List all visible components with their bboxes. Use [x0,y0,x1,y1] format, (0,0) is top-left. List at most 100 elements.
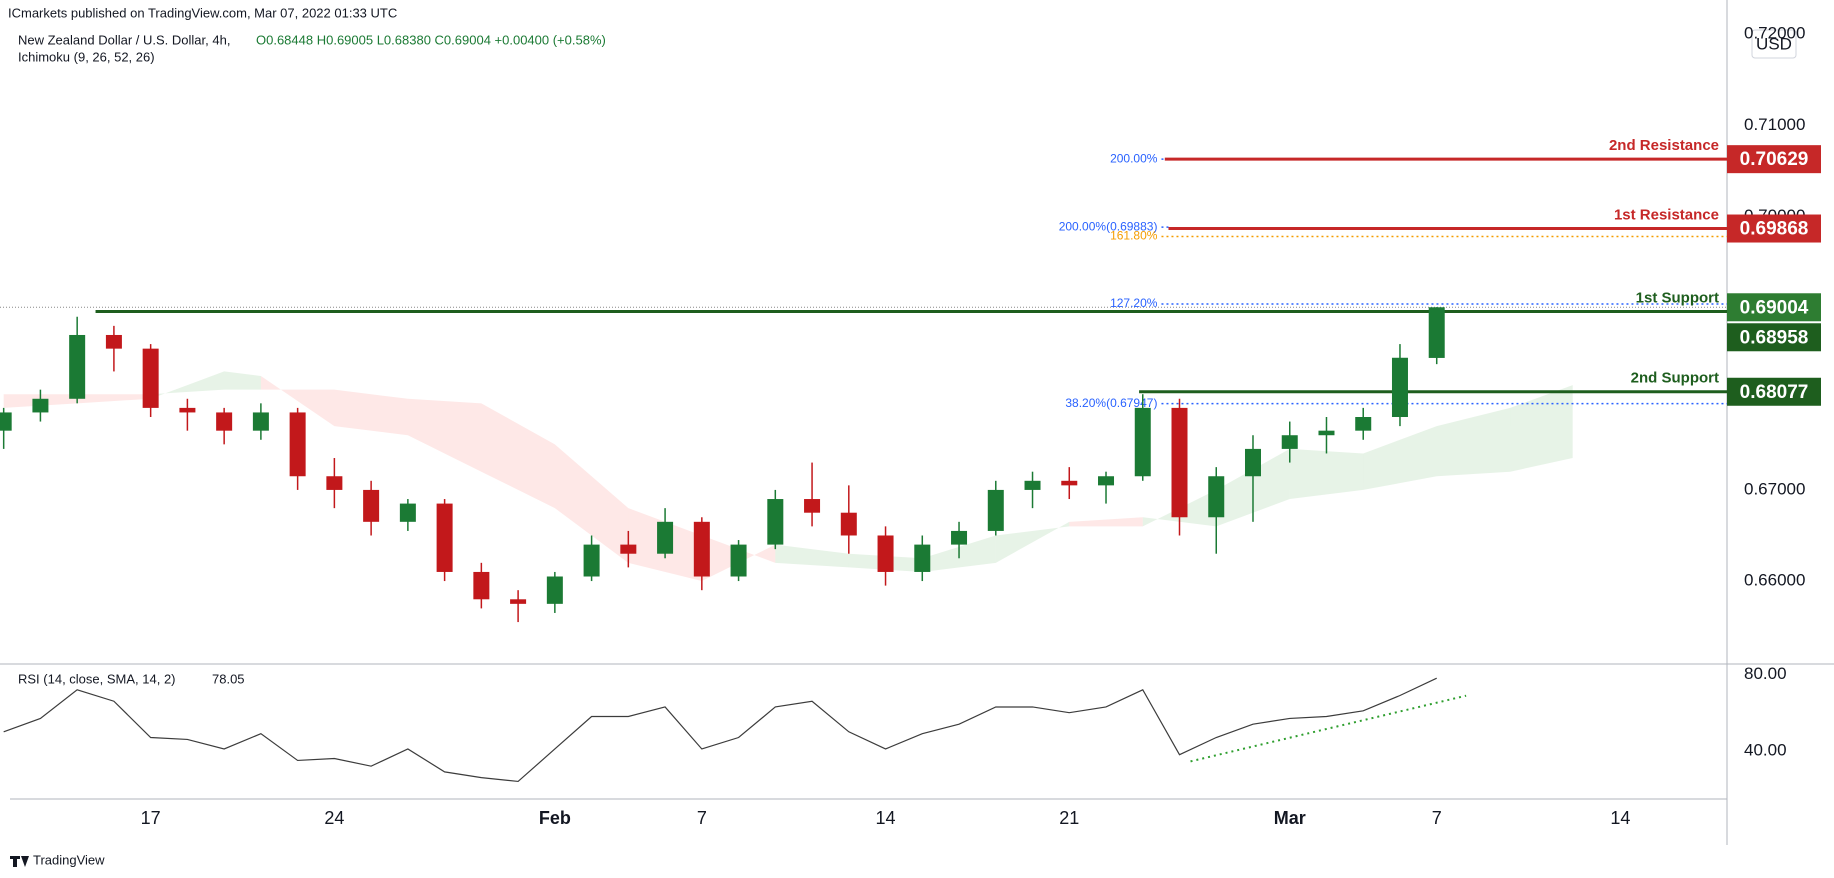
candle-body [179,407,196,413]
tv-logo [10,856,29,867]
price-label-box [1727,323,1821,352]
ohlc: O0.68448 H0.69005 L0.68380 C0.69004 +0.0… [256,32,606,47]
ichimoku-cloud [554,444,629,563]
rsi-title: RSI (14, close, SMA, 14, 2) [18,671,176,686]
candle-body [987,489,1004,531]
price-label: 0.69868 [1740,219,1809,240]
candle-body [1355,417,1372,431]
level-name: 1st Resistance [1614,206,1719,223]
candle-body [840,512,857,536]
ichimoku-cloud [481,403,555,509]
candle-body [1391,357,1408,418]
candle-body [32,398,49,413]
candle-body [914,544,931,572]
candle-body [767,499,784,545]
symbol: New Zealand Dollar / U.S. Dollar, 4h, [18,32,230,47]
candle-body [0,412,12,431]
y-tick-label: 0.67000 [1744,479,1805,498]
candle-body [1061,480,1078,486]
currency: USD [1756,34,1792,53]
x-tick-label: 21 [1059,808,1079,828]
fib-label: 200.00%(0.69883) [1059,219,1158,233]
level-name: 2nd Support [1631,370,1719,387]
candle-body [1281,435,1298,449]
candle-body [1134,407,1151,477]
candle-body [436,503,453,572]
candle-body [1318,430,1335,436]
indicator: Ichimoku (9, 26, 52, 26) [18,49,155,64]
candle-body [657,521,674,554]
currency-box[interactable] [1751,29,1797,59]
candle-body [620,544,637,554]
ichimoku-cloud [1142,489,1217,527]
ichimoku-cloud [77,394,151,404]
footer-brand: TradingView [33,852,105,867]
price-label-box [1727,214,1821,243]
ichimoku-cloud [1363,426,1437,490]
candle-body [69,334,86,399]
fib-label: 161.80% [1110,229,1158,243]
candle-body [105,334,122,349]
x-tick-label: Feb [539,808,571,828]
publisher: ICmarkets published on TradingView.com, … [8,5,397,20]
price-label-box [1727,377,1821,406]
candle-body [1208,476,1225,518]
candle-body [1024,480,1041,490]
ichimoku-cloud [334,389,408,436]
rsi-trendline [1190,694,1467,763]
ichimoku-cloud [775,544,849,568]
candle-body [693,521,710,577]
x-tick-label: Mar [1274,808,1306,828]
candle-body [399,503,416,522]
candle-body [510,599,527,604]
x-tick-label: 7 [697,808,707,828]
ichimoku-cloud [1289,448,1364,500]
candle-body [546,576,563,604]
level-name: 2nd Resistance [1609,137,1719,154]
fib-label: 200.00% [1110,151,1158,165]
candle-body [583,544,600,577]
candle-body [289,412,306,477]
price-label: 0.69004 [1740,297,1809,318]
x-tick-label: 7 [1432,808,1442,828]
ichimoku-cloud [150,371,225,399]
candle-body [1244,448,1261,477]
price-label: 0.68958 [1740,327,1809,348]
candle-body [804,499,821,513]
y-tick-label: 0.72000 [1744,24,1805,43]
candle-body [1098,476,1115,486]
rsi-current: 78.05 [212,671,245,686]
level-name: 1st Support [1636,289,1719,306]
y-tick-label: 0.66000 [1744,571,1805,590]
x-tick-label: 14 [1610,808,1630,828]
x-tick-label: 17 [141,808,161,828]
candle-body [1428,307,1445,358]
candle-body [363,489,380,522]
candle-body [1171,407,1188,518]
candle-body [216,412,233,431]
ichimoku-cloud [224,371,261,390]
x-tick-label: 24 [324,808,344,828]
price-label: 0.68077 [1740,382,1809,403]
rsi-tick-label: 40.00 [1744,740,1787,759]
candle-body [252,412,269,431]
candle-body [326,476,343,490]
candle-body [473,571,490,600]
ichimoku-cloud [260,375,335,427]
candle-body [877,535,894,572]
candle-body [730,544,747,577]
ichimoku-cloud [407,398,482,472]
x-tick-label: 14 [876,808,896,828]
y-tick-label: 0.71000 [1744,115,1805,134]
fib-label: 38.20%(0.67947) [1065,396,1157,410]
rsi-line [3,677,1437,783]
ichimoku-cloud [995,521,1070,563]
ichimoku-cloud [1510,385,1573,472]
rsi-tick-label: 80.00 [1744,664,1787,683]
candle-body [951,530,968,545]
candle-body [142,348,159,408]
price-label-box [1727,293,1821,322]
fib-label: 127.20% [1110,296,1158,310]
